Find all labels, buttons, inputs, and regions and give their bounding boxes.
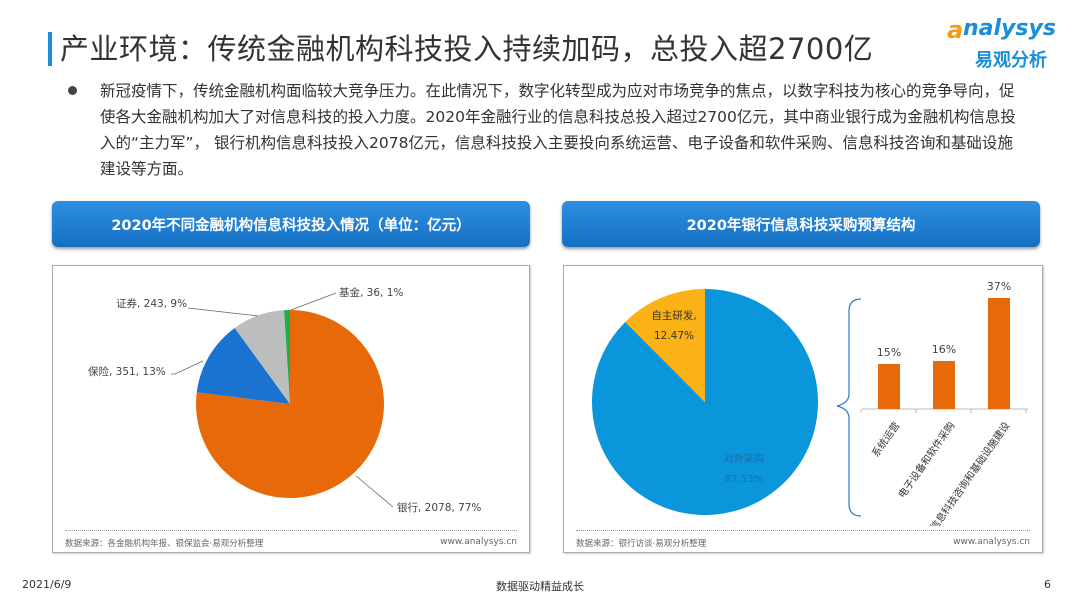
category-label: 系统运营 (869, 419, 903, 459)
data-source: 数据来源：各金融机构年报、银保监会·易观分析整理 (65, 539, 264, 549)
summary-paragraph: 新冠疫情下，传统金融机构面临较大竞争压力。在此情况下，数字化转型成为应对市场竞争… (100, 82, 1016, 178)
slice-label: 银行, 2078, 77% (397, 501, 481, 514)
source-url: www.analysys.cn (440, 537, 517, 547)
title-accent-bar (48, 32, 52, 66)
slice-label: 自主研发, (651, 309, 696, 322)
left-chart-panel: 银行, 2078, 77% 保险, 351, 13% 证券, 243, 9% 基金, … (52, 265, 530, 553)
footer-date: 2021/6/9 (22, 578, 72, 591)
bar-value-label: 15% (877, 346, 901, 359)
bar (878, 364, 900, 409)
data-source: 数据来源：银行访谈·易观分析整理 (576, 539, 707, 549)
leader-line (187, 307, 259, 317)
left-chart-heading: 2020年不同金融机构信息科技投入情况（单位：亿元） (52, 201, 530, 247)
bar (933, 361, 955, 409)
budget-pie-slice (625, 289, 705, 402)
category-label: 电子设备和软件采购 (895, 419, 957, 500)
slice-label: 对外采购 (724, 452, 764, 465)
leader-line (171, 360, 204, 375)
brace (836, 298, 862, 517)
footer-slogan: 数据驱动精益成长 (496, 580, 584, 593)
bar (988, 298, 1010, 409)
page-number: 6 (1044, 578, 1051, 591)
slice-label: 保险, 351, 13% (88, 365, 166, 378)
leader-line (355, 475, 394, 508)
slice-value: 12.47% (654, 330, 694, 342)
institution-pie-slice (196, 327, 290, 404)
slice-value: 87.53% (725, 474, 763, 485)
bullet-icon (68, 86, 77, 95)
slice-label: 证券, 243, 9% (116, 297, 187, 310)
divider (65, 530, 517, 531)
bar-value-label: 37% (987, 280, 1011, 293)
right-chart-heading: 2020年银行信息科技采购预算结构 (562, 201, 1040, 247)
analysys-logo: a nalysys 易观分析 (947, 16, 1056, 71)
budget-structure-chart: 自主研发, 12.47% 对外采购 87.53% 15% 系统运营 16% 电子设备和软件采购… (592, 280, 1028, 526)
leader-line (290, 292, 337, 311)
divider (576, 530, 1030, 531)
source-url: www.analysys.cn (953, 537, 1030, 547)
bar-value-label: 16% (932, 343, 956, 356)
page-title: 产业环境：传统金融机构科技投入持续加码，总投入超2700亿 (60, 32, 874, 66)
institution-pie-slice (284, 310, 290, 404)
institution-pie-slice (234, 310, 290, 404)
institution-pie-chart: 银行, 2078, 77% 保险, 351, 13% 证券, 243, 9% 基金, … (88, 286, 481, 514)
slice-label: 基金, 36, 1% (339, 286, 403, 299)
right-chart-panel: 自主研发, 12.47% 对外采购 87.53% 15% 系统运营 16% 电子设备和软件采购… (563, 265, 1043, 553)
